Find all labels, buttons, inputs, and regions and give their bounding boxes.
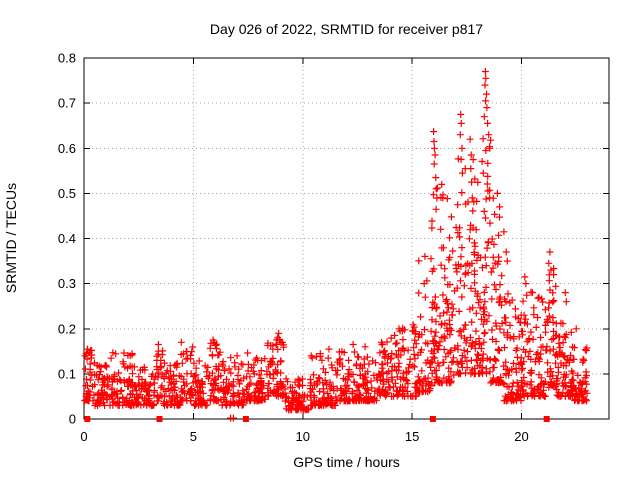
gap-markers xyxy=(84,416,550,422)
y-tick-label: 0.4 xyxy=(58,231,76,246)
x-tick-label: 15 xyxy=(405,429,419,444)
x-tick-label: 0 xyxy=(80,429,87,444)
y-tick-label: 0.7 xyxy=(58,96,76,111)
y-tick-label: 0 xyxy=(69,412,76,427)
x-tick-label: 5 xyxy=(190,429,197,444)
gap-marker xyxy=(84,416,91,422)
y-tick-label: 0.5 xyxy=(58,186,76,201)
gap-marker xyxy=(156,416,163,422)
x-tick-label: 10 xyxy=(296,429,310,444)
gap-marker xyxy=(429,416,436,422)
plot-border xyxy=(83,57,610,420)
x-axis-label: GPS time / hours xyxy=(293,454,400,470)
axis-tick-labels: 0 5 10 15 20 0 0.1 0.2 0.3 0.4 0.5 0.6 0.7 0.8 xyxy=(58,51,529,445)
y-tick-label: 0.2 xyxy=(58,321,76,336)
y-tick-label: 0.6 xyxy=(58,141,76,156)
gap-marker xyxy=(543,416,550,422)
scatter-points xyxy=(81,68,591,422)
axis-tick-marks xyxy=(83,57,609,420)
x-tick-label: 20 xyxy=(514,429,528,444)
grid-lines xyxy=(84,58,609,419)
y-tick-label: 0.8 xyxy=(58,51,76,66)
chart-title: Day 026 of 2022, SRMTID for receiver p81… xyxy=(209,21,484,37)
y-tick-label: 0.3 xyxy=(58,276,76,291)
gap-marker xyxy=(242,416,249,422)
y-tick-label: 0.1 xyxy=(58,366,76,381)
